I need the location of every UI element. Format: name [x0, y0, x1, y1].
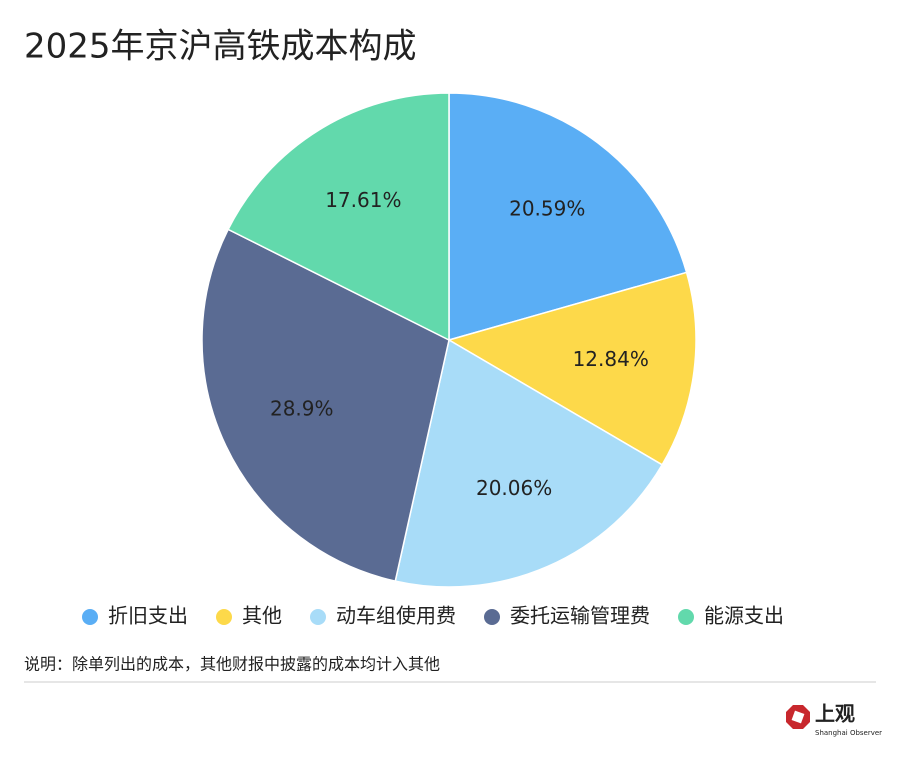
data-label: 17.61% [325, 188, 401, 212]
legend-label: 动车组使用费 [336, 604, 456, 628]
data-label: 20.59% [509, 196, 585, 220]
logo-name: 上观 [815, 702, 855, 726]
legend-marker [82, 609, 98, 625]
note: 说明：除单列出的成本，其他财报中披露的成本均计入其他 [24, 655, 440, 674]
legend-marker [484, 609, 500, 625]
pie-slice [227, 92, 450, 342]
logo-icon-inner [791, 710, 805, 724]
pie-slice [394, 338, 664, 588]
pie-slice [201, 228, 450, 582]
legend-label: 能源支出 [704, 604, 784, 628]
logo-subtitle: Shanghai Observer [815, 729, 882, 737]
legend: 折旧支出 其他 动车组使用费 委托运输管理费 能源支出 [82, 604, 784, 628]
legend-marker [216, 609, 232, 625]
data-label: 20.06% [476, 476, 552, 500]
chart-title: 2025年京沪高铁成本构成 [24, 27, 417, 67]
legend-label: 折旧支出 [108, 604, 188, 628]
pie: 20.59% 12.84% 20.06% 28.9% 17.61% [201, 92, 697, 588]
legend-marker [678, 609, 694, 625]
legend-label: 委托运输管理费 [510, 604, 650, 628]
pie-slice [448, 92, 688, 341]
legend-label: 其他 [242, 604, 282, 628]
pie-slice [447, 271, 697, 466]
data-label: 28.9% [270, 396, 334, 420]
legend-marker [310, 609, 326, 625]
logo: 上观 Shanghai Observer [786, 702, 882, 737]
data-label: 12.84% [573, 347, 649, 371]
